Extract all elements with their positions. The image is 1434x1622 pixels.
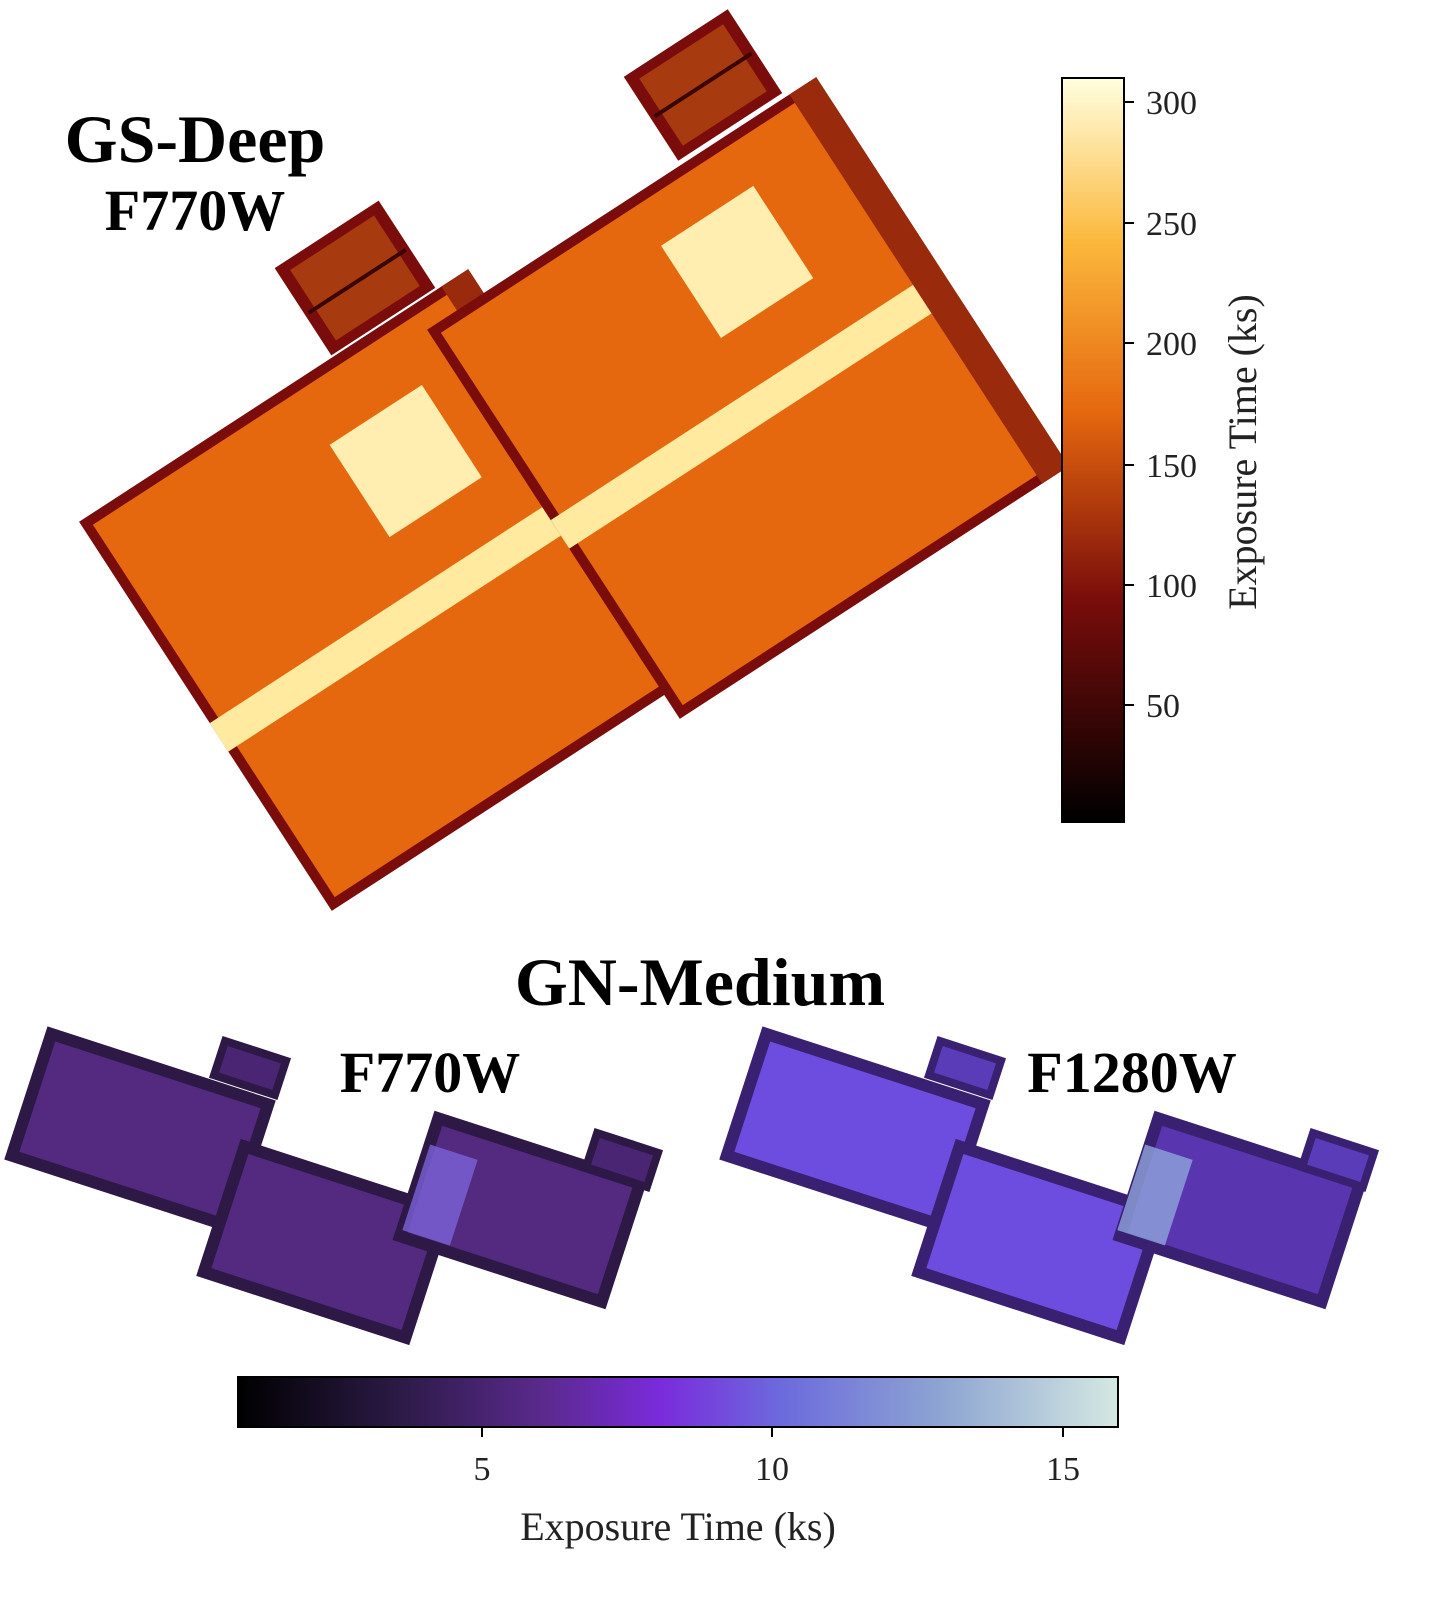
gn-colorbar-axis-label: Exposure Time (ks)	[520, 1504, 836, 1549]
gs-block-right	[427, 77, 1069, 719]
gn-colorbar-gradient	[237, 1376, 1119, 1428]
gs-colorbar-gradient	[1061, 77, 1125, 823]
gs-colorbar-tick-label: 150	[1146, 448, 1197, 485]
gs-colorbar-tick-label: 250	[1146, 206, 1197, 243]
gn-f770w-overlap	[402, 1144, 478, 1246]
gn-colorbar-tick-label: 15	[1046, 1451, 1080, 1488]
gn-colorbar-tick-label: 5	[474, 1451, 491, 1488]
gs-colorbar-tick-label: 100	[1146, 568, 1197, 605]
gn-f770w-map	[4, 1026, 664, 1346]
gs-small-tile-left	[274, 200, 436, 356]
gs-deep-map	[79, 9, 1069, 911]
gn-colorbar-tick-label: 10	[755, 1451, 789, 1488]
gn-f1280w-overlap	[1117, 1144, 1193, 1246]
gs-colorbar-tick-label: 200	[1146, 326, 1197, 363]
gs-colorbar-ticks	[1124, 101, 1134, 706]
gs-colorbar-axis-label: Exposure Time (ks)	[1220, 294, 1265, 610]
gs-colorbar-tick-label: 50	[1146, 688, 1180, 725]
gn-f770w-filter-label: F770W	[340, 1040, 520, 1105]
gn-f1280w-map	[719, 1026, 1380, 1346]
gs-small-tile-upper	[623, 9, 783, 161]
gs-deep-title: GS-Deep	[65, 101, 326, 177]
gn-f1280w-filter-label: F1280W	[1027, 1040, 1236, 1105]
gs-deep-filter-label: F770W	[105, 178, 285, 243]
gn-colorbar-ticks	[481, 1427, 1064, 1437]
gs-colorbar-tick-label: 300	[1146, 85, 1197, 122]
gn-colorbar: 5 10 15 Exposure Time (ks)	[237, 1376, 1119, 1549]
gs-colorbar: 50 100 150 200 250 300 Exposure Time (ks…	[1061, 77, 1265, 823]
gn-medium-title: GN-Medium	[515, 944, 885, 1020]
